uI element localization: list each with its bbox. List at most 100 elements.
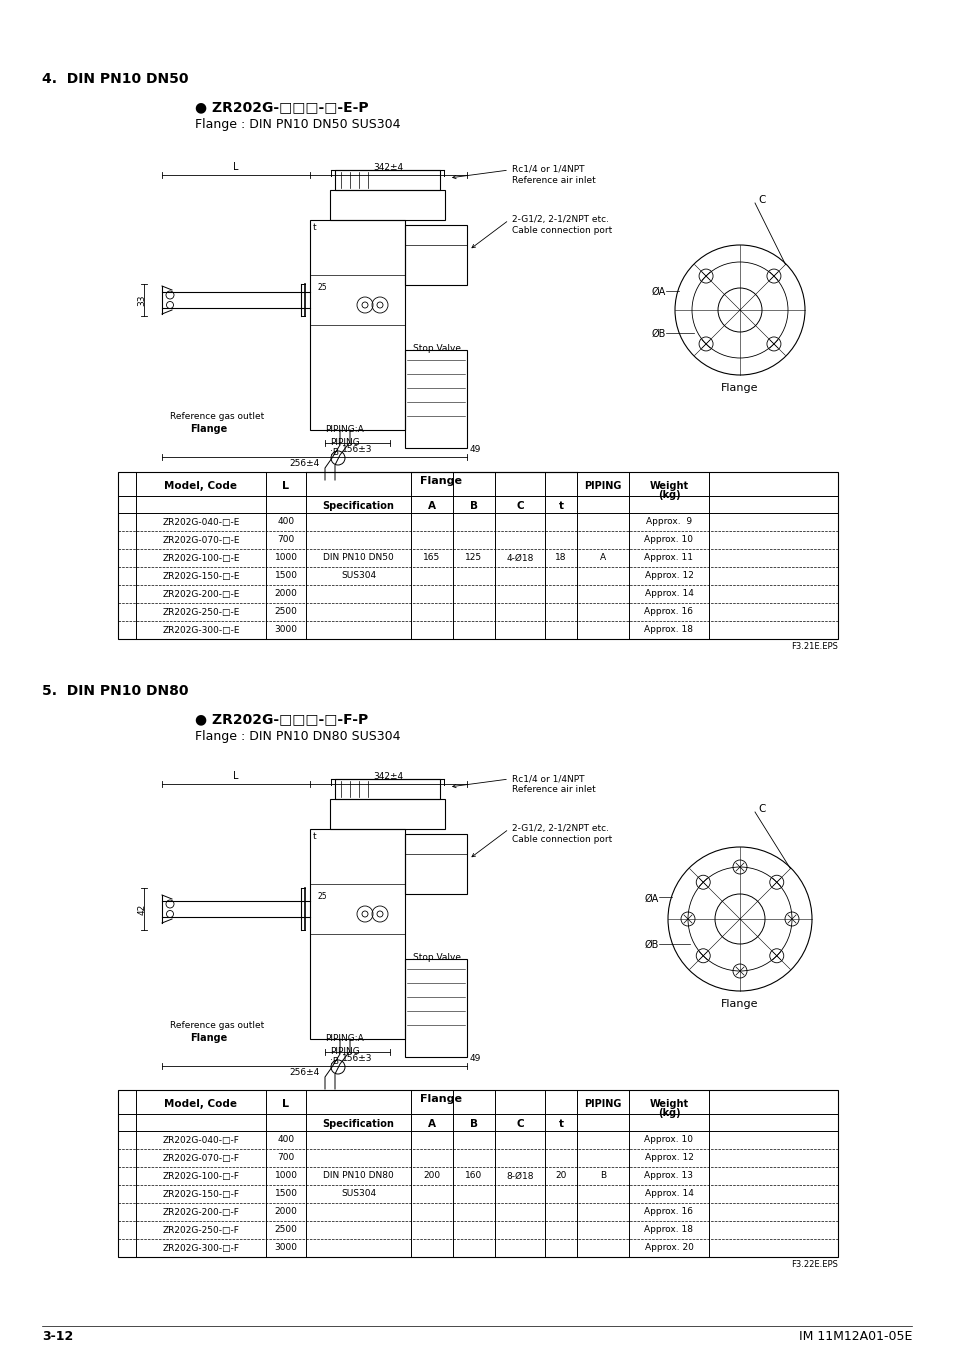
Text: 200: 200 bbox=[423, 1171, 440, 1181]
Text: Model, Code: Model, Code bbox=[164, 1098, 237, 1109]
Bar bbox=[335, 780, 439, 798]
Text: Reference air inlet: Reference air inlet bbox=[512, 785, 595, 794]
Text: PIPING: PIPING bbox=[330, 1047, 359, 1056]
Text: 2-G1/2, 2-1/2NPT etc.: 2-G1/2, 2-1/2NPT etc. bbox=[512, 824, 608, 834]
Text: L: L bbox=[282, 1098, 289, 1109]
Text: PIPING: PIPING bbox=[583, 1098, 621, 1109]
Text: Model, Code: Model, Code bbox=[164, 481, 237, 490]
Text: Reference air inlet: Reference air inlet bbox=[512, 176, 595, 185]
Text: Flange: Flange bbox=[190, 424, 227, 434]
Text: Stop Valve: Stop Valve bbox=[413, 952, 460, 962]
Text: ZR202G-040-□-E: ZR202G-040-□-E bbox=[162, 517, 239, 527]
Text: 400: 400 bbox=[277, 1135, 294, 1144]
Text: Flange: Flange bbox=[720, 998, 758, 1009]
Text: IM 11M12A01-05E: IM 11M12A01-05E bbox=[798, 1329, 911, 1343]
Bar bbox=[330, 798, 444, 830]
Bar bbox=[405, 226, 467, 285]
Text: 42: 42 bbox=[137, 904, 147, 915]
Text: 2000: 2000 bbox=[274, 589, 297, 598]
Text: Approx. 16: Approx. 16 bbox=[644, 1208, 693, 1216]
Text: Approx. 10: Approx. 10 bbox=[644, 535, 693, 544]
Bar bbox=[405, 959, 467, 1056]
Text: 2000: 2000 bbox=[274, 1208, 297, 1216]
Text: t: t bbox=[558, 501, 563, 511]
Bar bbox=[118, 471, 837, 639]
Text: t: t bbox=[558, 1119, 563, 1129]
Text: B: B bbox=[470, 501, 477, 511]
Text: ● ZR202G-□□□-□-F-P: ● ZR202G-□□□-□-F-P bbox=[194, 712, 368, 725]
Text: ZR202G-070-□-E: ZR202G-070-□-E bbox=[162, 535, 239, 544]
Text: 700: 700 bbox=[277, 535, 294, 544]
Text: Reference gas outlet: Reference gas outlet bbox=[170, 1021, 264, 1029]
Text: Flange: Flange bbox=[420, 1094, 462, 1104]
Text: Flange: Flange bbox=[190, 1034, 227, 1043]
Text: (kg): (kg) bbox=[657, 1108, 679, 1119]
Text: Approx. 14: Approx. 14 bbox=[644, 1189, 693, 1198]
Text: 33: 33 bbox=[137, 295, 147, 305]
Bar bbox=[118, 1090, 837, 1256]
Text: 400: 400 bbox=[277, 517, 294, 527]
Text: SUS304: SUS304 bbox=[340, 571, 375, 581]
Text: 25: 25 bbox=[317, 892, 327, 901]
Text: ZR202G-100-□-F: ZR202G-100-□-F bbox=[162, 1171, 239, 1181]
Text: 4.  DIN PN10 DN50: 4. DIN PN10 DN50 bbox=[42, 72, 189, 86]
Text: Stop Valve: Stop Valve bbox=[413, 345, 460, 353]
Text: ZR202G-300-□-E: ZR202G-300-□-E bbox=[162, 626, 239, 635]
Text: ZR202G-250-□-E: ZR202G-250-□-E bbox=[162, 608, 239, 616]
Text: ZR202G-150-□-F: ZR202G-150-□-F bbox=[162, 1189, 239, 1198]
Text: SUS304: SUS304 bbox=[340, 1189, 375, 1198]
Text: 342±4: 342±4 bbox=[373, 163, 403, 172]
Text: 160: 160 bbox=[465, 1171, 482, 1181]
Text: Rc1/4 or 1/4NPT: Rc1/4 or 1/4NPT bbox=[512, 774, 584, 784]
Text: Approx. 16: Approx. 16 bbox=[644, 608, 693, 616]
Text: F3.22E.EPS: F3.22E.EPS bbox=[790, 1260, 837, 1269]
Text: Weight: Weight bbox=[649, 1098, 688, 1109]
Text: ZR202G-300-□-F: ZR202G-300-□-F bbox=[162, 1243, 239, 1252]
Text: PIPING:A: PIPING:A bbox=[325, 426, 363, 434]
Text: PIPING: PIPING bbox=[583, 481, 621, 490]
Text: A: A bbox=[428, 501, 436, 511]
Text: ZR202G-150-□-E: ZR202G-150-□-E bbox=[162, 571, 239, 581]
Text: 256±4: 256±4 bbox=[289, 1069, 319, 1077]
Text: PIPING: PIPING bbox=[330, 438, 359, 447]
Text: Flange: Flange bbox=[420, 476, 462, 486]
Text: Specification: Specification bbox=[322, 501, 394, 511]
Text: L: L bbox=[233, 162, 238, 172]
Text: ZR202G-070-□-F: ZR202G-070-□-F bbox=[162, 1154, 239, 1162]
Text: Flange : DIN PN10 DN50 SUS304: Flange : DIN PN10 DN50 SUS304 bbox=[194, 118, 400, 131]
Text: 18: 18 bbox=[555, 554, 566, 562]
Text: 49: 49 bbox=[470, 1054, 481, 1063]
Text: 2-G1/2, 2-1/2NPT etc.: 2-G1/2, 2-1/2NPT etc. bbox=[512, 215, 608, 224]
Text: ZR202G-250-□-F: ZR202G-250-□-F bbox=[162, 1225, 239, 1235]
Text: ZR202G-040-□-F: ZR202G-040-□-F bbox=[162, 1135, 239, 1144]
Text: Flange: Flange bbox=[720, 382, 758, 393]
Text: B: B bbox=[599, 1171, 605, 1181]
Text: 700: 700 bbox=[277, 1154, 294, 1162]
Text: Cable connection port: Cable connection port bbox=[512, 226, 612, 235]
Text: 8-Ø18: 8-Ø18 bbox=[506, 1171, 533, 1181]
Text: 125: 125 bbox=[465, 554, 482, 562]
Text: (kg): (kg) bbox=[657, 490, 679, 500]
Text: 1500: 1500 bbox=[274, 1189, 297, 1198]
Bar bbox=[330, 190, 444, 220]
Text: DIN PN10 DN80: DIN PN10 DN80 bbox=[323, 1171, 394, 1181]
Text: ØA: ØA bbox=[644, 893, 659, 904]
Text: C: C bbox=[758, 804, 764, 815]
Text: t: t bbox=[313, 832, 316, 842]
Text: 342±4: 342±4 bbox=[373, 771, 403, 781]
Text: Approx. 13: Approx. 13 bbox=[644, 1171, 693, 1181]
Text: Rc1/4 or 1/4NPT: Rc1/4 or 1/4NPT bbox=[512, 165, 584, 174]
Text: Approx. 12: Approx. 12 bbox=[644, 571, 693, 581]
Text: L: L bbox=[282, 481, 289, 490]
Text: 1000: 1000 bbox=[274, 554, 297, 562]
Text: 165: 165 bbox=[423, 554, 440, 562]
Text: C: C bbox=[516, 1119, 523, 1129]
Text: 2500: 2500 bbox=[274, 1225, 297, 1235]
Text: t: t bbox=[313, 223, 316, 232]
Text: Approx.  9: Approx. 9 bbox=[645, 517, 691, 527]
Text: ZR202G-200-□-E: ZR202G-200-□-E bbox=[162, 589, 239, 598]
Text: 3000: 3000 bbox=[274, 1243, 297, 1252]
Text: Cable connection port: Cable connection port bbox=[512, 835, 612, 844]
Text: 2500: 2500 bbox=[274, 608, 297, 616]
Text: B: B bbox=[470, 1119, 477, 1129]
